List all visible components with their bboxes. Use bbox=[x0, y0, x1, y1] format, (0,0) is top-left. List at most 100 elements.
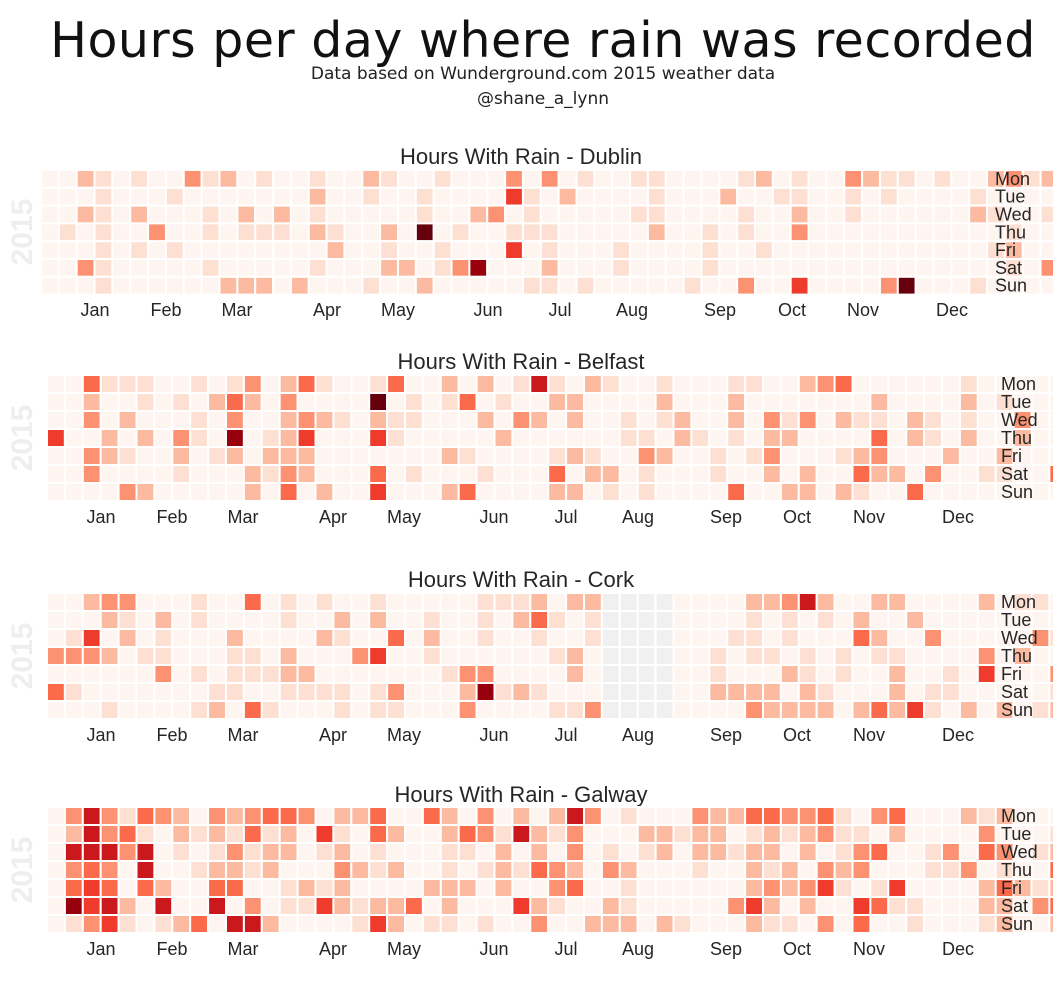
heatmap-cell bbox=[511, 610, 532, 630]
heatmap-cell bbox=[958, 374, 979, 394]
heatmap-cell bbox=[636, 592, 657, 612]
heatmap-cell bbox=[278, 482, 299, 502]
heatmap-cell bbox=[833, 664, 854, 684]
heatmap-cell bbox=[815, 896, 836, 916]
heatmap-cell bbox=[1030, 482, 1051, 502]
heatmap-cell bbox=[565, 464, 585, 484]
heatmap-cell bbox=[529, 914, 550, 934]
heatmap-cell bbox=[744, 682, 764, 702]
heatmap-cell bbox=[941, 664, 961, 684]
heatmap-cell bbox=[968, 186, 989, 207]
heatmap-cell bbox=[896, 222, 917, 243]
heatmap-cell bbox=[565, 428, 585, 448]
heatmap-cell bbox=[207, 824, 228, 844]
heatmap-cell bbox=[135, 700, 156, 720]
heatmap-cell bbox=[718, 204, 739, 225]
heatmap-cell bbox=[404, 646, 424, 666]
heatmap-cell bbox=[958, 806, 979, 826]
heatmap-cell bbox=[744, 410, 764, 430]
heatmap-cell bbox=[869, 446, 890, 466]
heatmap-cell bbox=[529, 446, 550, 466]
heatmap-cell bbox=[439, 628, 460, 648]
heatmap-cell bbox=[976, 878, 997, 898]
heatmap-cell bbox=[242, 374, 263, 394]
heatmap-cell bbox=[475, 914, 496, 934]
day-label: Sun bbox=[995, 276, 1027, 296]
heatmap-cell bbox=[654, 374, 675, 394]
heatmap-cell bbox=[583, 392, 603, 412]
heatmap-cell bbox=[439, 914, 460, 934]
heatmap-cell bbox=[896, 240, 917, 260]
heatmap-cell bbox=[878, 186, 899, 207]
heatmap-cell bbox=[654, 860, 675, 880]
heatmap-cell bbox=[207, 914, 228, 934]
heatmap-cell bbox=[468, 258, 489, 278]
heatmap-cell bbox=[629, 240, 649, 260]
heatmap-cell bbox=[182, 240, 203, 260]
heatmap-cell bbox=[851, 482, 872, 502]
day-label: Fri bbox=[1001, 446, 1022, 466]
heatmap-cell bbox=[296, 610, 317, 630]
heatmap-cell bbox=[976, 592, 997, 612]
heatmap-cell bbox=[135, 446, 156, 466]
heatmap-cell bbox=[314, 664, 335, 684]
heatmap-cell bbox=[905, 842, 926, 862]
heatmap-cell bbox=[296, 464, 317, 484]
heatmap-cell bbox=[386, 824, 407, 844]
heatmap-cell bbox=[869, 896, 890, 916]
heatmap-cell bbox=[171, 428, 192, 448]
heatmap-cell bbox=[1048, 860, 1053, 880]
heatmap-cell bbox=[905, 592, 926, 612]
heatmap-cell bbox=[493, 392, 514, 412]
heatmap-cell bbox=[593, 204, 614, 225]
heatmap-cell bbox=[762, 824, 782, 844]
heatmap-cell bbox=[905, 806, 926, 826]
heatmap-cell bbox=[976, 914, 997, 934]
heatmap-cell bbox=[664, 186, 685, 207]
heatmap-cell bbox=[539, 240, 560, 260]
heatmap-cell bbox=[57, 240, 78, 260]
heatmap-cell bbox=[171, 842, 192, 862]
heatmap-cell bbox=[825, 258, 846, 278]
month-label: Jul bbox=[554, 725, 577, 745]
heatmap-cell bbox=[153, 374, 174, 394]
heatmap-cell bbox=[189, 806, 210, 826]
heatmap-cell bbox=[439, 664, 460, 684]
heatmap-cell bbox=[135, 896, 156, 916]
heatmap-cell bbox=[718, 222, 739, 243]
heatmap-cell bbox=[690, 610, 711, 630]
heatmap-cell bbox=[905, 646, 926, 666]
heatmap-cell bbox=[672, 410, 693, 430]
heatmap-cell bbox=[664, 258, 685, 278]
heatmap-cell bbox=[236, 275, 257, 296]
heatmap-cell bbox=[958, 878, 979, 898]
heatmap-cell bbox=[593, 258, 614, 278]
heatmap-cell bbox=[547, 464, 568, 484]
heatmap-cell bbox=[153, 392, 174, 412]
heatmap-cell bbox=[1048, 610, 1053, 630]
heatmap-cell bbox=[278, 592, 299, 612]
heatmap-cell bbox=[439, 860, 460, 880]
heatmap-cell bbox=[99, 664, 120, 684]
heatmap-cell bbox=[421, 610, 442, 630]
heatmap-cell bbox=[914, 169, 935, 189]
heatmap-cell bbox=[958, 410, 979, 430]
heatmap-cell bbox=[153, 878, 174, 898]
heatmap-cell bbox=[111, 169, 132, 189]
heatmap-cell bbox=[708, 446, 729, 466]
heatmap-cell bbox=[242, 482, 263, 502]
heatmap-cell bbox=[636, 446, 657, 466]
heatmap-cell bbox=[368, 410, 389, 430]
heatmap-cell bbox=[905, 464, 926, 484]
heatmap-cell bbox=[887, 646, 908, 666]
heatmap-cell bbox=[923, 914, 943, 934]
heatmap-cell bbox=[521, 258, 542, 278]
heatmap-cell bbox=[618, 682, 639, 702]
heatmap-cell bbox=[600, 392, 621, 412]
heatmap-cell bbox=[314, 824, 335, 844]
heatmap-cell bbox=[63, 392, 84, 412]
heatmap-cell bbox=[511, 842, 532, 862]
heatmap-cell bbox=[744, 914, 764, 934]
heatmap-cell bbox=[807, 258, 828, 278]
heatmap-cell bbox=[887, 374, 908, 394]
